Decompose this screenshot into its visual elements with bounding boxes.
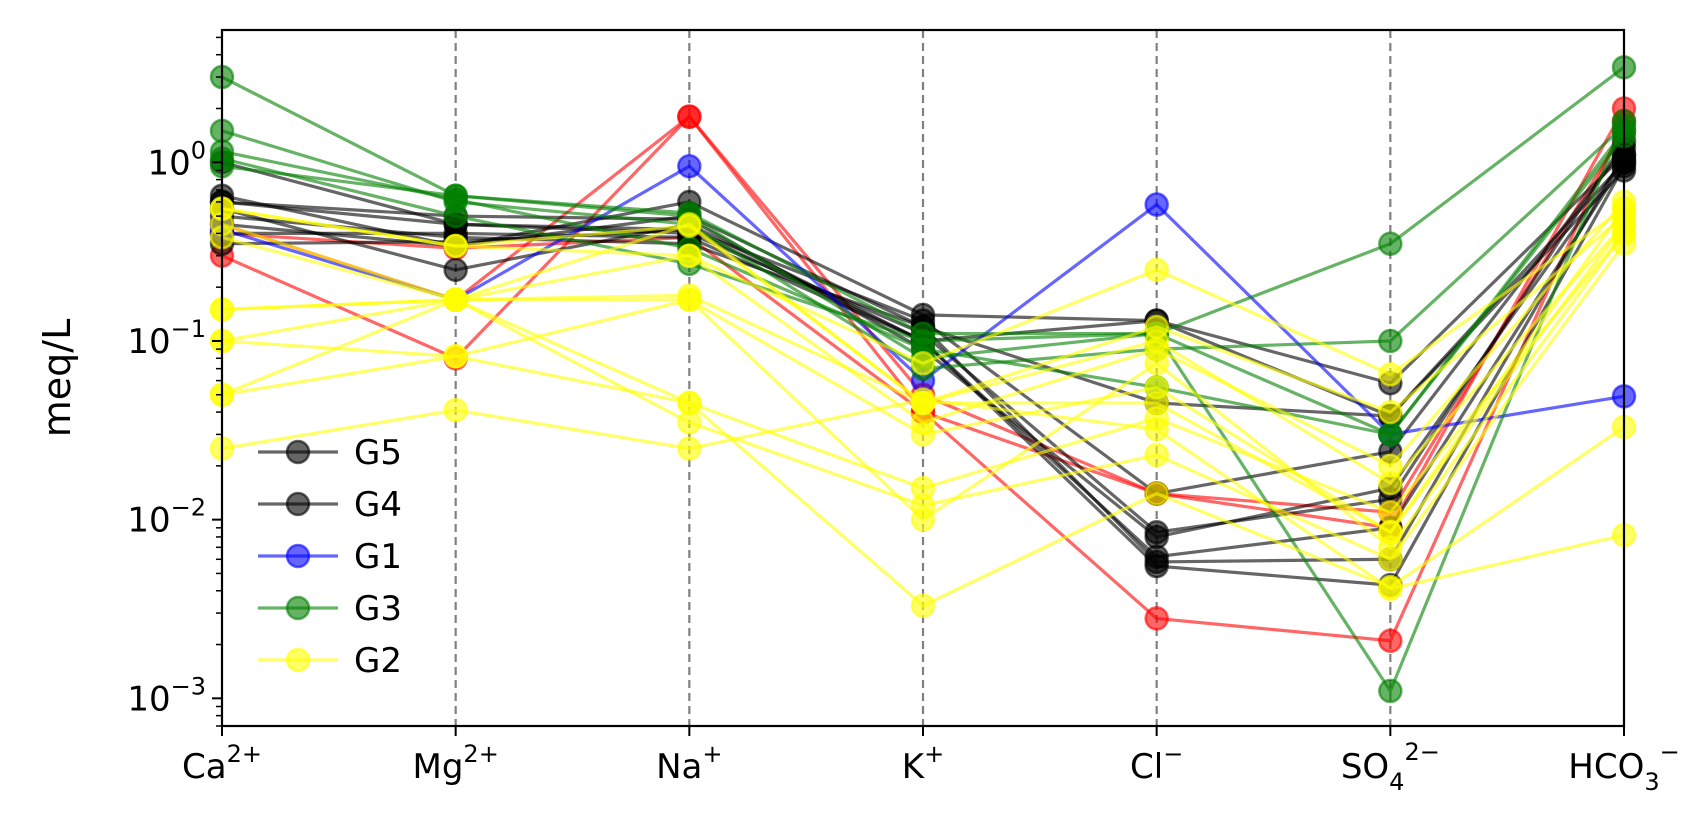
data-point: [443, 183, 468, 208]
data-point: [443, 233, 468, 259]
legend-item-G5: G5: [258, 433, 402, 473]
data-point: [1144, 417, 1169, 442]
legend-label: G1: [354, 537, 402, 577]
data-point: [677, 436, 702, 461]
legend-item-G2: G2: [258, 641, 402, 681]
data-point: [910, 422, 936, 447]
data-point: [1378, 576, 1403, 602]
data-point: [1144, 481, 1169, 506]
data-point: [677, 283, 702, 308]
legend-item-G3: G3: [258, 589, 402, 629]
legend-marker: [285, 439, 311, 465]
data-point: [1378, 422, 1403, 447]
data-point: [1144, 442, 1169, 468]
data-point: [677, 154, 702, 179]
data-point: [910, 593, 936, 618]
data-point: [1378, 399, 1403, 425]
data-point: [1144, 328, 1169, 354]
data-point: [1378, 231, 1403, 257]
legend-marker: [285, 491, 311, 517]
data-point: [1144, 351, 1169, 376]
data-point: [910, 390, 936, 416]
data-point: [910, 507, 936, 532]
data-point: [677, 390, 702, 416]
legend-marker: [285, 543, 311, 569]
data-point: [910, 351, 936, 376]
legend-label: G4: [354, 485, 402, 525]
series-G2: [209, 196, 1637, 545]
data-point: [1378, 520, 1403, 545]
data-point: [677, 243, 702, 268]
data-point: [910, 321, 936, 346]
data-point: [677, 213, 702, 239]
legend-marker: [285, 647, 311, 673]
legend-item-G4: G4: [258, 485, 402, 525]
data-point: [1378, 628, 1403, 653]
data-point: [677, 104, 702, 129]
y-tick-label: 100: [147, 136, 206, 183]
data-point: [1144, 520, 1169, 545]
data-point: [443, 203, 468, 229]
data-point: [1144, 390, 1169, 416]
y-axis-label: meq/L: [35, 319, 79, 438]
legend-label: G2: [354, 641, 402, 681]
legend: G5 G4 G1 G3 G2: [258, 433, 402, 681]
data-point: [443, 287, 468, 313]
data-point: [1378, 678, 1403, 704]
data-point: [1378, 362, 1403, 387]
legend-label: G5: [354, 433, 402, 473]
legend-marker: [285, 595, 311, 621]
data-point: [443, 344, 468, 369]
legend-item-G1: G1: [258, 537, 402, 577]
legend-label: G3: [354, 589, 402, 629]
data-point: [443, 397, 468, 423]
data-point: [1144, 606, 1169, 631]
data-point: [443, 257, 468, 283]
data-point: [1144, 192, 1169, 217]
data-point: [1378, 328, 1403, 354]
data-point: [1378, 470, 1403, 496]
data-point: [1144, 257, 1169, 283]
data-point: [1144, 544, 1169, 569]
x-tick-label: Cl−: [1130, 740, 1183, 787]
